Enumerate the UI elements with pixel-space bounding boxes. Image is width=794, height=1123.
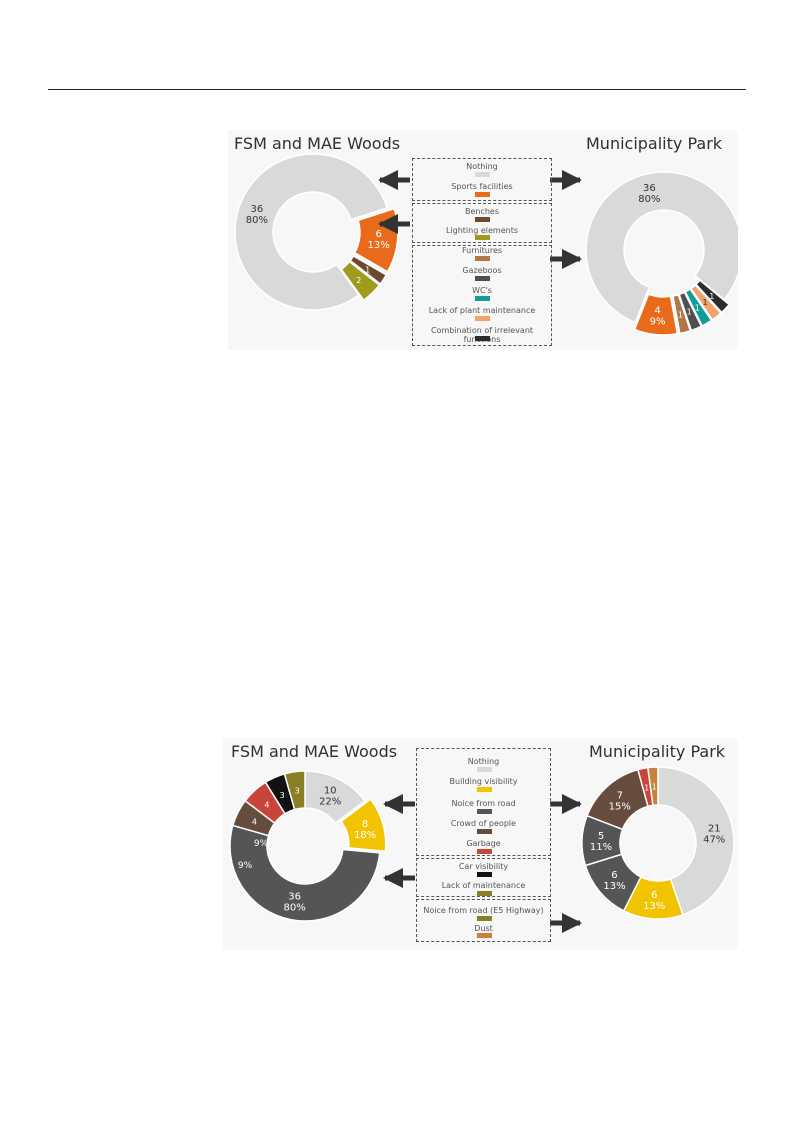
donut-fsm-functions: 36 80% 6 13% 12: [234, 153, 399, 311]
left-chart-title: FSM and MAE Woods: [234, 134, 401, 153]
legend-swatch-crowd-of-people: [477, 829, 492, 834]
legend-label-lack-of-maintenance: Lack of maintenance: [441, 881, 526, 890]
right-chart-title: Municipality Park: [589, 742, 726, 761]
legend-label-building-visibility: Building visibility: [449, 777, 518, 786]
slice-label-building-visibility: 6 13%: [643, 890, 665, 912]
legend-label-furnitures: Furnitures: [461, 246, 503, 255]
slice-label-sports-facilities: 6 13%: [368, 229, 390, 251]
slice-lack-of-maintenance: [283, 770, 306, 811]
legend-label-benches: Benches: [464, 207, 500, 216]
legend-swatch-nothing: [477, 767, 492, 772]
legend-swatch-furnitures: [475, 256, 490, 261]
legend-label-dust: Dust: [474, 924, 493, 933]
slice-nothing: [234, 153, 389, 311]
legend-swatch-car-visibility: [477, 872, 492, 877]
slice-benches: [349, 254, 388, 285]
slice-noice-from-road: [229, 824, 381, 922]
slice-nothing: [585, 171, 738, 324]
legend-label-lack-of-plant-maintenance: Lack of plant maintenance: [428, 306, 536, 315]
legend-label-car-visibility: Car visibility: [458, 862, 509, 871]
legend-label-wcs: WC's: [472, 286, 492, 295]
legend-group-a: Nothing Building visibility Noice from r…: [416, 748, 551, 856]
legend-swatch-gazeboos: [475, 276, 490, 281]
slice-label-combination-of-irrelevant-functions: 1: [709, 292, 714, 301]
right-chart-title: Municipality Park: [586, 134, 723, 153]
slice-gazeboos: [678, 291, 703, 332]
legend-swatch-nothing: [475, 172, 490, 177]
slice-furnitures: [672, 293, 692, 335]
legend-label-crowd-of-people: Crowd of people: [450, 819, 517, 828]
legend-swatch-benches: [475, 217, 490, 222]
legend-group-1: Nothing Sports facilities: [412, 158, 552, 201]
slice-label-lack-of-plant-maintenance: 1: [702, 298, 707, 307]
slice-label-furnitures: 1: [678, 310, 683, 319]
slice-label-garbage: 1: [644, 784, 649, 793]
slice-building-visibility: [340, 798, 387, 853]
legend-swatch-noice-from-road-e5-highway: [477, 916, 492, 921]
side-percent-label: 9%: [238, 861, 253, 871]
donut-park-disturbances: 21 47% 6 13% 6 13% 5 11% 7 15% 1 1: [581, 766, 735, 920]
slice-nothing: [657, 766, 735, 916]
slice-label-nothing: 10 22%: [319, 785, 341, 807]
header-rule: [48, 89, 746, 90]
figure-disturbances: 10 22% 8 18% 36 80% 4 4 3 3 9% 9% 21 47% 6 13% 6 13% 5 11%…: [223, 738, 738, 950]
donut-fsm-disturbances: 10 22% 8 18% 36 80% 44 3 3 9% 9%: [229, 770, 387, 922]
slice-wc-s: [684, 287, 713, 327]
slice-label-car-visibility: 3: [280, 791, 285, 800]
slice-label-noice-from-road: 36 80%: [284, 892, 306, 914]
left-chart-title: FSM and MAE Woods: [231, 742, 398, 761]
legend-swatch-lack-of-plant-maintenance: [475, 316, 490, 321]
legend-swatch-dust: [477, 933, 492, 938]
slice-label-noice-from-road-e5-highway: 5 11%: [590, 831, 612, 853]
figure-disturbances-canvas: 10 22% 8 18% 36 80% 44 3 3 9% 9% 21 47% 6 13% 6 13% 5 11%…: [229, 766, 735, 933]
slice-sports-facilities: [633, 293, 679, 336]
slice-label-sports-facilities: 4 9%: [650, 306, 666, 328]
legend-group-b: Car visibility Lack of maintenance: [416, 858, 551, 897]
slice-lighting-elements: [340, 260, 381, 302]
slice-label-nothing: 36 80%: [246, 204, 268, 226]
slice-label-lack-of-maintenance: 3: [295, 787, 300, 796]
legend-group-3: Furnitures Gazeboos WC's Lack of plant m…: [412, 245, 552, 346]
legend-label-garbage: Garbage: [466, 839, 501, 848]
slice-combination-of-irrelevant-functions: [694, 279, 731, 314]
figure-functions: 36 80% 6 13% 1 2 36 80% 1 1 1 1 1 4 9% FSM and MAE Wo…: [228, 130, 738, 350]
slice-lack-of-plant-maintenance: [689, 283, 723, 321]
slice-label-nothing: 36 80%: [638, 183, 660, 205]
legend-label-lighting-elements: Lighting elements: [445, 226, 519, 235]
slice-dust: [647, 766, 659, 807]
legend-label-combination-of-irrelevant-functions: Combination of irrelevant functions: [430, 326, 534, 344]
legend-group-c: Noice from road (E5 Highway) Dust: [416, 899, 551, 942]
legend-label-gazeboos: Gazeboos: [462, 266, 502, 275]
legend-label-noice-from-road: Noice from road: [451, 799, 516, 808]
slice-label-wc-s: 1: [695, 303, 700, 312]
legend-swatch-wcs: [475, 296, 490, 301]
slice-label-crowd-of-people: 4: [252, 817, 257, 826]
legend-swatch-building-visibility: [477, 787, 492, 792]
slice-label-noice-from-road: 6 13%: [603, 870, 625, 892]
slice-label-benches: 1: [365, 265, 370, 274]
slice-label-building-visibility: 8 18%: [354, 819, 376, 841]
legend-swatch-lighting-elements: [475, 235, 490, 240]
legend-group-2: Benches Lighting elements: [412, 203, 552, 243]
slice-label-nothing: 21 47%: [703, 824, 725, 846]
legend-swatch-garbage: [477, 849, 492, 854]
legend-label-nothing: Nothing: [466, 162, 498, 171]
slice-nothing: [304, 770, 366, 825]
slice-label-gazeboos: 1: [687, 308, 692, 317]
legend-swatch-combination-of-irrelevant-functions: [475, 336, 490, 341]
legend-swatch-lack-of-maintenance: [477, 891, 492, 896]
slice-label-garbage: 4: [264, 801, 269, 810]
legend-swatch-sports-facilities: [475, 192, 490, 197]
legend-label-nothing: Nothing: [467, 757, 500, 766]
legend-label-sports-facilities: Sports facilities: [451, 182, 513, 191]
legend-swatch-noice-from-road: [477, 809, 492, 814]
slice-label-dust: 1: [652, 783, 657, 792]
slice-label-lighting-elements: 2: [356, 276, 361, 285]
legend-label-noice-from-road-e5-highway: Noice from road (E5 Highway): [423, 906, 544, 915]
side-percent-label: 9%: [254, 839, 269, 849]
slice-label-crowd-of-people: 7 15%: [609, 791, 631, 813]
